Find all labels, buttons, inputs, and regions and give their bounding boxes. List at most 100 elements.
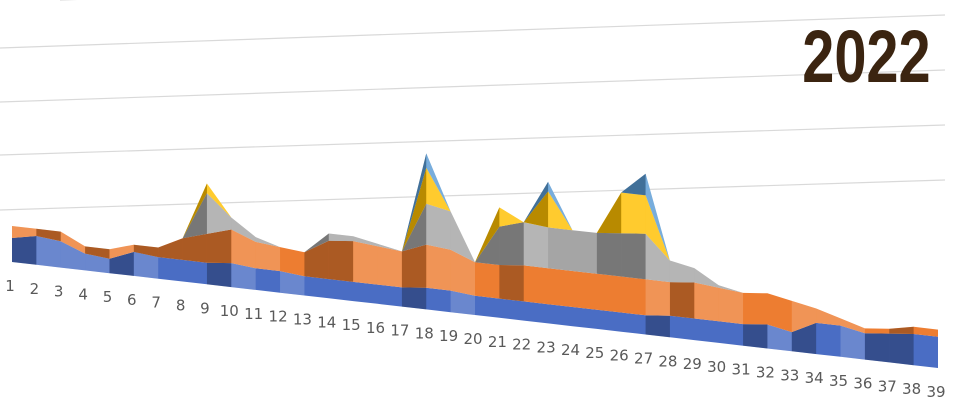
area-facet-shade [231,229,256,269]
area-facet-shade [694,282,719,322]
area-facet-shade [669,260,695,283]
area-facet-shade [450,290,475,315]
area-facet-shade [596,192,622,234]
area-facet-shade [889,326,914,335]
area-facet-shade [377,246,402,288]
area-facet-shade [499,207,524,227]
area-facet-shade [523,222,549,269]
area-facet-shade [60,231,86,254]
x-tick-label: 22 [512,336,531,354]
area-facet-shade [36,228,61,242]
x-axis-tick-labels: 1 2 3 4 5 6 7 8 9 10 11 12 13 14 15 16 17 18 19 20 21 22 23 24 2… [5,277,945,401]
gridline [0,179,946,211]
area-facet-shade [182,183,207,239]
area-facet-shade [231,217,256,242]
area-facet-shade [621,173,646,196]
x-tick-label: 20 [463,330,482,348]
area-facet-shade [231,263,256,290]
area-facet-shade [767,324,792,352]
area-facet-shade [401,153,427,252]
area-facet-shade [645,279,670,316]
area-facet-shade [280,271,305,296]
x-tick-label: 1 [5,277,15,295]
area-facet-shade [840,325,865,360]
area-facet-shade [182,233,207,263]
x-tick-label: 17 [390,322,409,340]
x-tick-label: 14 [317,313,336,331]
x-tick-label: 13 [293,311,312,329]
area-facet-shade [645,315,670,338]
area-facet-shade [499,222,524,266]
area-facet-shade [328,240,354,282]
area-facet-shade [255,237,281,248]
area-facet-shade [304,240,329,280]
area-facet-shade [206,193,232,234]
x-tick-label: 36 [853,375,872,393]
area-facet-shade [621,233,646,280]
area-facet-shade [718,285,744,293]
x-tick-label: 29 [683,355,702,373]
area-facet-shade [426,203,451,250]
area-facet-shade [85,253,110,274]
x-tick-label: 6 [127,291,137,309]
area-facet-shade [426,167,451,212]
x-tick-label: 37 [878,377,897,395]
x-tick-label: 3 [54,283,64,301]
area-facet-shade [36,235,61,268]
x-tick-label: 28 [658,352,677,370]
area-facet-shade [743,324,768,349]
area-facet-shade [791,300,817,333]
area-facet-shade [353,236,378,247]
area-facet-shade [499,264,524,302]
x-tick-label: 16 [366,319,385,337]
area-facet-shade [889,333,914,366]
area-facet-shade [816,308,841,326]
area-facet-shade [60,241,86,271]
area-facet-shade [840,318,865,334]
area-facet-shade [669,282,695,319]
area-facet-shade [645,195,670,261]
x-tick-label: 26 [610,347,629,365]
area-facet-shade [645,233,670,283]
area-facet-shade [255,241,281,272]
series-area-2 [12,226,938,337]
area-facet-shade [206,229,232,264]
gridline [0,69,946,103]
x-tick-label: 35 [829,372,848,390]
x-tick-label: 2 [30,280,40,298]
x-tick-label: 10 [220,302,239,320]
area-facet-shade [133,244,159,258]
x-tick-label: 23 [537,338,556,356]
area-facet-shade [12,226,37,238]
x-tick-label: 27 [634,350,653,368]
area-facet-shade [791,322,817,355]
gridline [0,14,946,49]
area-facet-shade [450,249,475,296]
x-tick-label: 33 [780,366,799,384]
x-tick-label: 38 [902,380,921,398]
area-facet-shade [109,244,134,259]
series-areas [12,153,938,368]
x-tick-label: 11 [244,305,263,323]
x-tick-label: 21 [488,333,507,351]
chart-title: 2022 [802,15,931,98]
area-facet-shade [523,191,549,228]
area-facet-shade [12,235,37,265]
series-area-1 [12,236,938,368]
area-facet-shade [304,233,329,253]
area-facet-shade [523,181,549,223]
x-tick-label: 31 [732,361,751,379]
x-tick-label: 34 [805,369,824,387]
area-facet-shade [377,243,402,252]
area-facet-shade [864,333,890,363]
area-facet-shade [353,241,378,285]
area-facet-shade [206,183,232,218]
x-tick-label: 18 [415,324,434,342]
x-tick-label: 7 [151,294,161,312]
area-facet-shade [450,211,475,263]
gridlines [0,0,946,211]
gridline [0,124,946,156]
area-facet-shade [182,193,207,239]
x-tick-label: 30 [707,358,726,376]
x-tick-label: 12 [269,308,288,326]
